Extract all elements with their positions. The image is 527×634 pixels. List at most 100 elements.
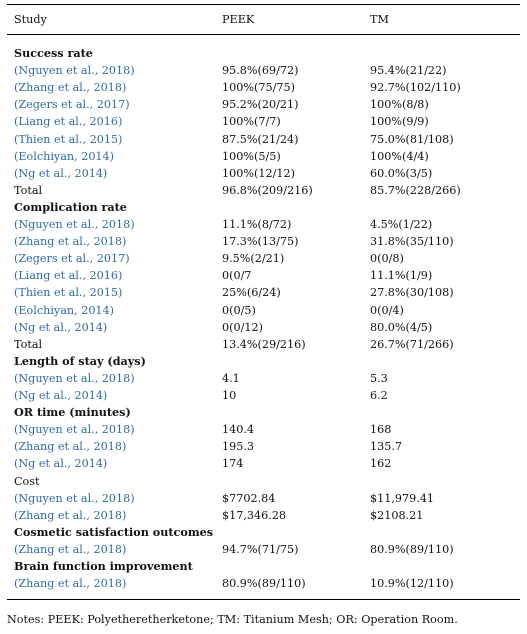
table-row: (Liang et al., 2016) 100%(7/7) 100%(9/9) bbox=[0, 113, 527, 130]
study-total: Total bbox=[14, 337, 43, 351]
table-row: (Nguyen et al., 2018) $7702.84 $11,979.41 bbox=[0, 490, 527, 507]
peek-cell: 10 bbox=[222, 389, 237, 402]
table-row: (Nguyen et al., 2018) 11.1%(8/72) 4.5%(1/2… bbox=[0, 216, 527, 233]
table-row: (Zhang et al., 2018) 100%(75/75) 92.7%(102… bbox=[0, 79, 527, 96]
study-citation: (Zhang et al., 2018) bbox=[14, 542, 127, 556]
tm-cell: 162 bbox=[370, 457, 392, 471]
study-citation: (Liang et al., 2016) bbox=[14, 269, 123, 283]
tm-cell: 0(0/8) bbox=[370, 252, 404, 266]
tm-cell: 100%(9/9) bbox=[370, 115, 429, 129]
tm-cell: 0(0/4) bbox=[370, 303, 404, 317]
table-row: (Thien et al., 2015) 25%(6/24) 27.8%(30/10… bbox=[0, 284, 527, 301]
section-title-row: Length of stay (days) bbox=[0, 353, 527, 370]
tm-cell: 75.0%(81/108) bbox=[370, 132, 454, 146]
table-row: (Ng et al., 2014) 100%(12/12) 60.0%(3/5) bbox=[0, 165, 527, 182]
peek-cell: 25%(6/24) bbox=[222, 286, 281, 300]
tm-cell: 11.1%(1/9) bbox=[370, 269, 433, 283]
study-citation: (Zegers et al., 2017) bbox=[14, 252, 130, 266]
table-row: (Eolchiyan, 2014) 100%(5/5) 100%(4/4) bbox=[0, 148, 527, 165]
study-citation: (Zhang et al., 2018) bbox=[14, 508, 127, 522]
study-citation: (Ng et al., 2014) bbox=[14, 166, 108, 180]
peek-cell: $7702.84 bbox=[222, 491, 276, 505]
study-citation: (Zegers et al., 2017) bbox=[14, 98, 130, 112]
study-citation: (Liang et al., 2016) bbox=[14, 115, 123, 129]
peek-cell: 87.5%(21/24) bbox=[222, 132, 299, 146]
study-citation: (Thien et al., 2015) bbox=[14, 132, 123, 146]
table-row: (Ng et al., 2014) 10 6.2 bbox=[0, 387, 527, 404]
study-citation: (Ng et al., 2014) bbox=[14, 389, 108, 402]
study-citation: (Thien et al., 2015) bbox=[14, 286, 123, 300]
header-study: Study bbox=[14, 13, 47, 26]
peek-cell: 96.8%(209/216) bbox=[222, 183, 313, 197]
study-citation: (Eolchiyan, 2014) bbox=[14, 149, 115, 163]
peek-cell: 0(0/12) bbox=[222, 320, 263, 334]
table-row: (Ng et al., 2014) 0(0/12) 80.0%(4/5) bbox=[0, 319, 527, 336]
table-row: (Zhang et al., 2018) 17.3%(13/75) 31.8%(35… bbox=[0, 233, 527, 250]
section-title-row: OR time (minutes) bbox=[0, 404, 527, 421]
peek-cell: 100%(12/12) bbox=[222, 166, 295, 180]
peek-cell: 13.4%(29/216) bbox=[222, 337, 306, 351]
study-citation: (Nguyen et al., 2018) bbox=[14, 371, 135, 385]
study-citation: (Ng et al., 2014) bbox=[14, 457, 108, 471]
study-citation: (Nguyen et al., 2018) bbox=[14, 218, 135, 231]
tm-cell: 135.7 bbox=[370, 440, 403, 454]
peek-cell: 100%(5/5) bbox=[222, 149, 281, 163]
table-row: (Zhang et al., 2018) 94.7%(71/75) 80.9%(89… bbox=[0, 541, 527, 558]
tm-cell: 80.9%(89/110) bbox=[370, 542, 454, 556]
tm-cell: 5.3 bbox=[370, 371, 388, 385]
section-title-row: Brain function improvement bbox=[0, 558, 527, 575]
study-citation: (Zhang et al., 2018) bbox=[14, 235, 127, 249]
section-title-row: Cosmetic satisfaction outcomes bbox=[0, 524, 527, 541]
table-row: (Ng et al., 2014) 174 162 bbox=[0, 455, 527, 472]
tm-cell: 100%(8/8) bbox=[370, 98, 429, 112]
section-title: OR time (minutes) bbox=[14, 405, 131, 420]
top-rule bbox=[7, 4, 520, 5]
header-rule bbox=[7, 34, 520, 35]
section-title: Cost bbox=[14, 474, 40, 488]
header-peek: PEEK bbox=[222, 13, 255, 26]
table-row: (Nguyen et al., 2018) 4.1 5.3 bbox=[0, 370, 527, 387]
peek-cell: 95.2%(20/21) bbox=[222, 98, 299, 112]
table-row: (Nguyen et al., 2018) 140.4 168 bbox=[0, 421, 527, 438]
section-title: Complication rate bbox=[14, 199, 127, 214]
table-row: (Liang et al., 2016) 0(0/7 11.1%(1/9) bbox=[0, 267, 527, 284]
table-row: (Zhang et al., 2018) $17,346.28 $2108.21 bbox=[0, 507, 527, 524]
table-row: (Zegers et al., 2017) 95.2%(20/21) 100%(8/… bbox=[0, 96, 527, 113]
tm-cell: 85.7%(228/266) bbox=[370, 183, 461, 197]
section-title: Brain function improvement bbox=[14, 559, 193, 573]
study-citation: (Zhang et al., 2018) bbox=[14, 577, 127, 591]
header-row: Study PEEK TM bbox=[0, 11, 527, 28]
table-row: (Zhang et al., 2018) 80.9%(89/110) 10.9%(1… bbox=[0, 575, 527, 592]
peek-cell: 195.3 bbox=[222, 440, 255, 454]
tm-cell: 95.4%(21/22) bbox=[370, 64, 447, 78]
peek-cell: 94.7%(71/75) bbox=[222, 542, 299, 556]
peek-cell: 100%(75/75) bbox=[222, 81, 295, 95]
peek-cell: $17,346.28 bbox=[222, 508, 287, 522]
bottom-rule bbox=[7, 599, 520, 600]
peek-cell: 95.8%(69/72) bbox=[222, 64, 299, 78]
study-citation: (Zhang et al., 2018) bbox=[14, 81, 127, 95]
section-title-row: Complication rate bbox=[0, 199, 527, 216]
peek-cell: 0(0/7 bbox=[222, 269, 252, 283]
section-title: Length of stay (days) bbox=[14, 353, 146, 368]
peek-cell: 100%(7/7) bbox=[222, 115, 281, 129]
study-citation: (Ng et al., 2014) bbox=[14, 320, 108, 334]
study-total: Total bbox=[14, 183, 43, 197]
peek-cell: 4.1 bbox=[222, 371, 240, 385]
peek-cell: 140.4 bbox=[222, 423, 255, 437]
study-citation: (Nguyen et al., 2018) bbox=[14, 64, 135, 78]
peek-cell: 80.9%(89/110) bbox=[222, 577, 306, 591]
section-title: Cosmetic satisfaction outcomes bbox=[14, 524, 214, 539]
peek-cell: 17.3%(13/75) bbox=[222, 235, 299, 249]
study-citation: (Nguyen et al., 2018) bbox=[14, 423, 135, 437]
tm-cell: 80.0%(4/5) bbox=[370, 320, 433, 334]
table-row: Total 96.8%(209/216) 85.7%(228/266) bbox=[0, 182, 527, 199]
peek-cell: 11.1%(8/72) bbox=[222, 218, 292, 231]
table-row: (Zhang et al., 2018) 195.3 135.7 bbox=[0, 438, 527, 455]
tm-cell: 168 bbox=[370, 423, 392, 437]
tm-cell: 31.8%(35/110) bbox=[370, 235, 454, 249]
study-citation: (Eolchiyan, 2014) bbox=[14, 303, 115, 317]
tm-cell: 26.7%(71/266) bbox=[370, 337, 454, 351]
tm-cell: 100%(4/4) bbox=[370, 149, 429, 163]
